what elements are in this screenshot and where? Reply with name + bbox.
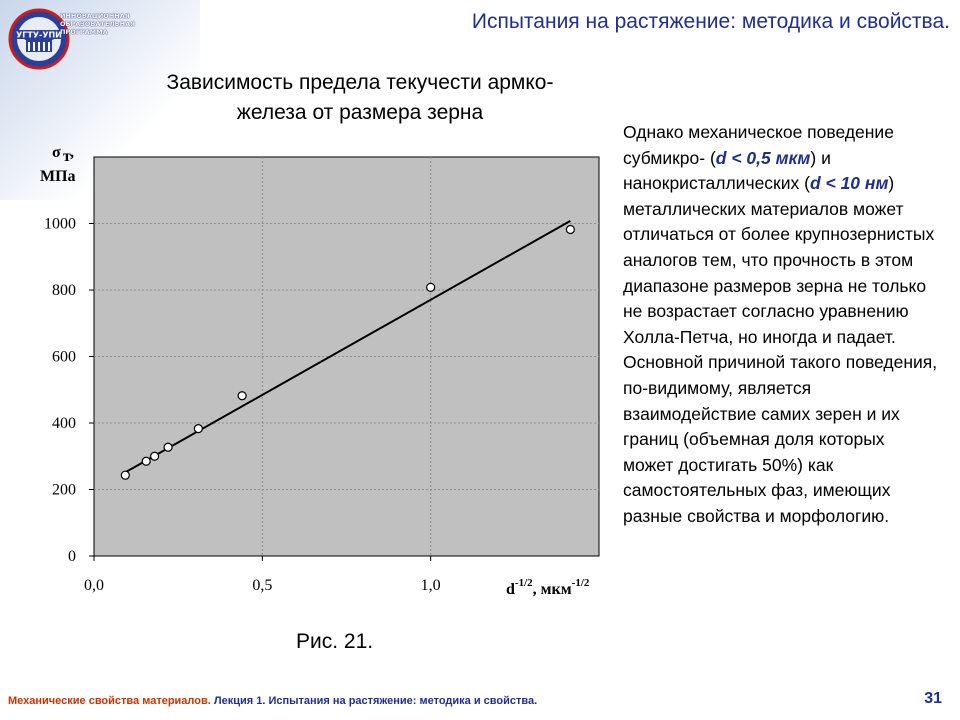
x-tick-label: 1,0 bbox=[421, 577, 441, 594]
y-axis-label-comma: , bbox=[70, 144, 74, 161]
logo-line: ИННОВАЦИОННАЯ bbox=[60, 12, 130, 20]
x-axis-label: d-1/2, мкм-1/2 bbox=[506, 577, 590, 598]
y-axis-label-symbol: σ bbox=[52, 144, 61, 161]
data-point bbox=[120, 470, 130, 480]
body-text-part: ) металлических материалов может отличат… bbox=[623, 173, 938, 526]
y-tick-label: 0 bbox=[68, 548, 76, 565]
footer: Механические свойства материалов. Лекция… bbox=[8, 695, 537, 707]
chart-title: Зависимость предела текучести армко- жел… bbox=[120, 68, 600, 128]
slide-title: Испытания на растяжение: методика и свой… bbox=[471, 10, 950, 33]
data-point bbox=[565, 224, 575, 235]
page-number: 31 bbox=[924, 690, 942, 707]
y-axis-label-unit: МПа bbox=[40, 168, 76, 185]
university-logo: УГТУ-УПИ bbox=[8, 8, 70, 70]
body-text-part: ) и нанокристаллических ( bbox=[623, 147, 831, 194]
body-text-highlight: d < 0,5 мкм bbox=[715, 147, 811, 168]
data-point bbox=[150, 451, 160, 461]
footer-lecture: Лекция 1. Испытания на растяжение: метод… bbox=[213, 695, 538, 707]
chart-title-line: железа от размера зерна bbox=[236, 101, 484, 124]
data-point bbox=[141, 456, 151, 466]
logo-caption: ИННОВАЦИОННАЯ ОБРАЗОВАТЕЛЬНАЯ ПРОГРАММА bbox=[60, 12, 136, 36]
y-tick-label: 800 bbox=[52, 282, 76, 299]
y-tick-label: 1000 bbox=[44, 216, 76, 233]
body-text-part: Однако механическое поведение субмикро- … bbox=[623, 122, 894, 168]
y-tick-label: 400 bbox=[52, 415, 76, 432]
data-point bbox=[426, 282, 436, 292]
x-tick-label: 0,0 bbox=[84, 577, 104, 594]
y-axis-label-subscript: т bbox=[63, 148, 71, 165]
logo-name: УГТУ-УПИ bbox=[16, 31, 62, 40]
y-tick-label: 200 bbox=[52, 482, 76, 499]
x-tick-label: 0,5 bbox=[252, 577, 272, 594]
data-point bbox=[193, 424, 203, 434]
body-text-highlight: d < 10 нм bbox=[809, 173, 889, 194]
figure-caption: Рис. 21. bbox=[296, 630, 374, 653]
logo-line: ОБРАЗОВАТЕЛЬНАЯ bbox=[60, 20, 136, 28]
body-text: Однако механическое поведение субмикро- … bbox=[623, 120, 939, 530]
footer-course: Механические свойства материалов. bbox=[8, 695, 211, 707]
y-tick-label: 600 bbox=[52, 349, 76, 366]
chart-title-line: Зависимость предела текучести армко- bbox=[166, 71, 554, 94]
data-point bbox=[163, 442, 173, 452]
data-point bbox=[237, 391, 247, 401]
logo-line: ПРОГРАММА bbox=[60, 28, 108, 36]
